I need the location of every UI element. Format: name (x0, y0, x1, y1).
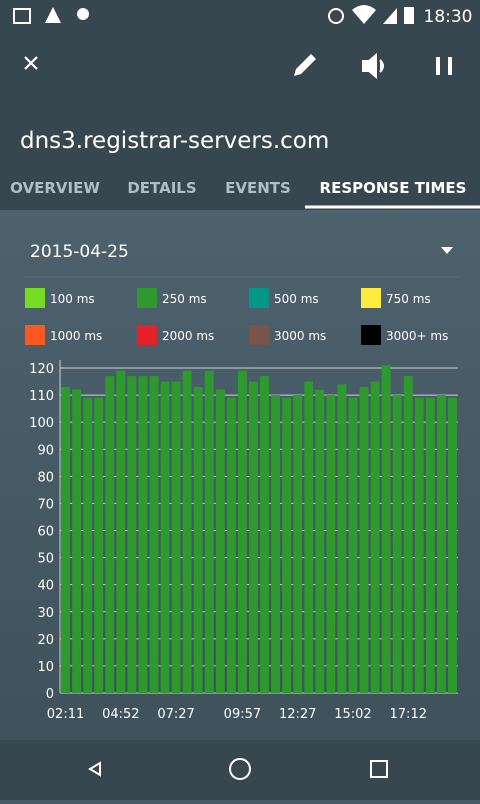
bar (282, 397, 292, 693)
bar (403, 376, 413, 693)
legend-swatch (25, 325, 45, 345)
legend-swatch (249, 288, 269, 308)
x-tick-label: 17:12 (390, 707, 427, 722)
tab[interactable]: EVENTS (225, 179, 291, 197)
home-button[interactable] (229, 758, 251, 780)
bar (160, 381, 170, 693)
bar (337, 384, 347, 693)
legend-label: 250 ms (162, 292, 207, 306)
bar (315, 389, 325, 693)
x-tick-label: 09:57 (224, 707, 261, 722)
bar (392, 395, 402, 693)
y-tick-label: 60 (37, 525, 54, 540)
bar (72, 389, 82, 693)
x-tick-label: 04:52 (102, 707, 139, 722)
legend-label: 1000 ms (50, 329, 102, 343)
tab[interactable]: OVERVIEW (10, 179, 100, 197)
close-button[interactable] (24, 56, 38, 70)
bar (370, 381, 380, 693)
bar (149, 376, 159, 693)
dropdown-arrow[interactable] (441, 247, 453, 254)
y-tick-label: 50 (37, 552, 54, 567)
bar (116, 370, 126, 693)
y-tick-label: 90 (37, 443, 54, 458)
bar (260, 376, 269, 693)
legend-label: 2000 ms (162, 329, 214, 343)
y-tick-label: 70 (37, 497, 54, 512)
x-tick-label: 15:02 (334, 707, 371, 722)
bar (83, 397, 93, 693)
image-icon (13, 8, 31, 24)
bar (94, 397, 104, 693)
y-tick-label: 30 (37, 606, 54, 621)
y-tick-label: 110 (29, 389, 54, 404)
y-tick-label: 20 (37, 633, 54, 648)
bar (359, 386, 369, 693)
bar (61, 386, 70, 693)
bar (293, 395, 303, 693)
legend-label: 100 ms (50, 292, 95, 306)
y-tick-label: 10 (37, 660, 54, 675)
recents-button[interactable] (370, 760, 388, 778)
battery-icon (404, 7, 414, 24)
bar (381, 365, 391, 693)
legend-swatch (249, 325, 269, 345)
legend-swatch (137, 288, 157, 308)
y-tick-label: 100 (29, 416, 54, 431)
legend-label: 500 ms (274, 292, 319, 306)
bar (249, 381, 258, 693)
x-tick-label: 02:11 (47, 707, 84, 722)
wifi-icon (352, 5, 376, 24)
bar (138, 376, 148, 693)
clock: 18:30 (424, 7, 473, 27)
legend-swatch (361, 325, 381, 345)
bar (127, 376, 137, 693)
bar (436, 395, 446, 693)
bar (448, 397, 457, 693)
y-tick-label: 80 (37, 470, 54, 485)
pause-button[interactable] (436, 57, 452, 75)
y-tick-label: 40 (37, 579, 54, 594)
sound-button[interactable] (362, 52, 384, 80)
warning-icon (45, 7, 61, 23)
legend-swatch (25, 288, 45, 308)
x-tick-label: 12:27 (279, 707, 316, 722)
bar (204, 370, 214, 693)
bar (105, 376, 115, 693)
legend-label: 750 ms (386, 292, 431, 306)
y-tick-label: 120 (29, 362, 54, 377)
legend-swatch (361, 288, 381, 308)
android-icon (77, 8, 89, 20)
bar (215, 389, 225, 693)
bar (193, 386, 203, 693)
legend-label: 3000 ms (274, 329, 326, 343)
alarm-icon (328, 8, 344, 24)
bar (348, 397, 358, 693)
bar (326, 395, 336, 693)
bar (304, 381, 314, 693)
edit-button[interactable] (294, 54, 316, 76)
legend-swatch (137, 325, 157, 345)
bar (414, 397, 424, 693)
y-tick-label: 0 (46, 687, 54, 702)
tab[interactable]: DETAILS (127, 179, 196, 197)
x-tick-label: 07:27 (157, 707, 194, 722)
bar (425, 397, 435, 693)
bar (237, 370, 247, 693)
date-selector[interactable]: 2015-04-25 (30, 242, 129, 262)
bar (182, 370, 192, 693)
legend-label: 3000+ ms (386, 329, 448, 343)
bar (271, 395, 281, 693)
page-title: dns3.registrar-servers.com (20, 128, 329, 154)
tab[interactable]: RESPONSE TIMES (320, 179, 467, 197)
bar (171, 381, 181, 693)
bar (226, 397, 236, 693)
app-bar (0, 0, 480, 210)
nav-bar (0, 740, 480, 800)
signal-icon (383, 8, 397, 24)
